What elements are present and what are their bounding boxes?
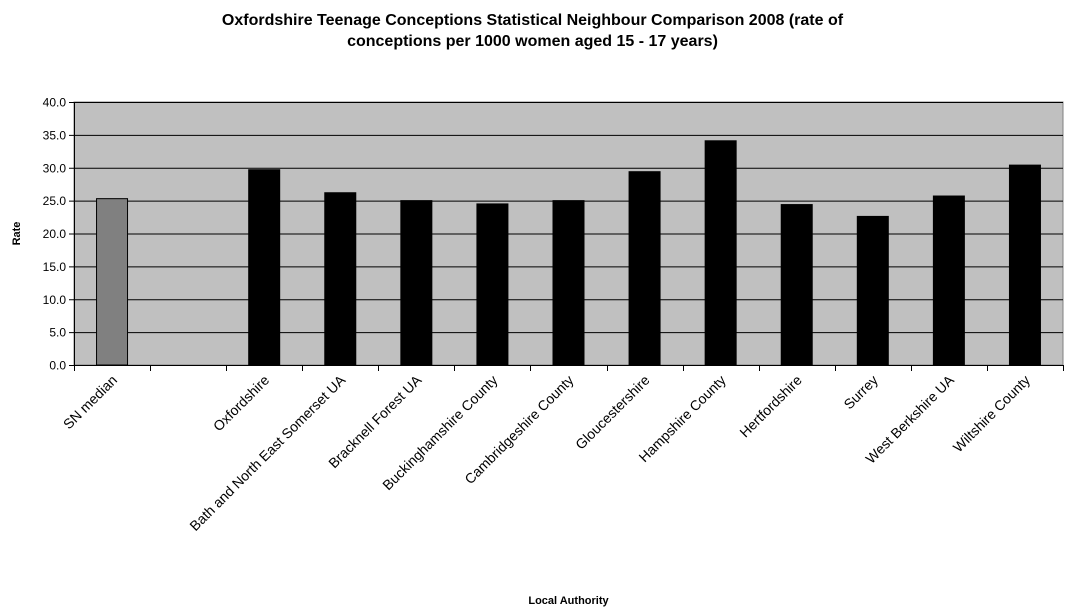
bar <box>96 198 129 366</box>
axes <box>69 102 1064 371</box>
y-tick-label: 15.0 <box>43 260 67 274</box>
y-tick-label: 35.0 <box>43 128 67 142</box>
bar <box>476 203 509 366</box>
bar <box>324 192 357 366</box>
y-tick-label: 10.0 <box>43 293 67 307</box>
bars <box>96 140 1041 366</box>
bar <box>704 140 737 366</box>
chart-title-line-1: Oxfordshire Teenage Conceptions Statisti… <box>221 12 844 29</box>
y-tick-label: 20.0 <box>43 227 67 241</box>
bar <box>856 215 889 366</box>
y-axis-label: Rate <box>11 222 23 246</box>
bar <box>552 200 585 366</box>
x-axis-label: Local Authority <box>528 595 609 607</box>
bar <box>248 169 281 366</box>
y-tick-label: 0.0 <box>49 359 66 373</box>
bar <box>628 171 661 366</box>
x-tick-label: Gloucestershire <box>572 372 653 453</box>
bar <box>780 204 813 366</box>
bar <box>400 200 433 366</box>
y-tick-label: 25.0 <box>43 194 67 208</box>
chart-title: Oxfordshire Teenage Conceptions Statisti… <box>0 10 1065 52</box>
chart-title-line-2: conceptions per 1000 women aged 15 - 17 … <box>347 33 718 50</box>
x-tick-label: Surrey <box>840 372 880 412</box>
x-tick-label: Bath and North East Somerset UA <box>186 371 349 534</box>
bar <box>932 195 965 366</box>
x-tick-label: Wiltshire County <box>950 372 1033 455</box>
y-tick-label: 30.0 <box>43 161 67 175</box>
y-tick-labels: 0.0 5.0 10.0 15.0 20.0 25.0 30.0 35.0 40.0 <box>43 96 67 373</box>
x-tick-label: Oxfordshire <box>210 372 273 435</box>
y-tick-label: 40.0 <box>43 96 67 110</box>
y-tick-label: 5.0 <box>49 326 66 340</box>
bar <box>1008 164 1041 366</box>
x-tick-label: Hertfordshire <box>736 372 805 441</box>
x-tick-label: SN median <box>60 372 120 432</box>
